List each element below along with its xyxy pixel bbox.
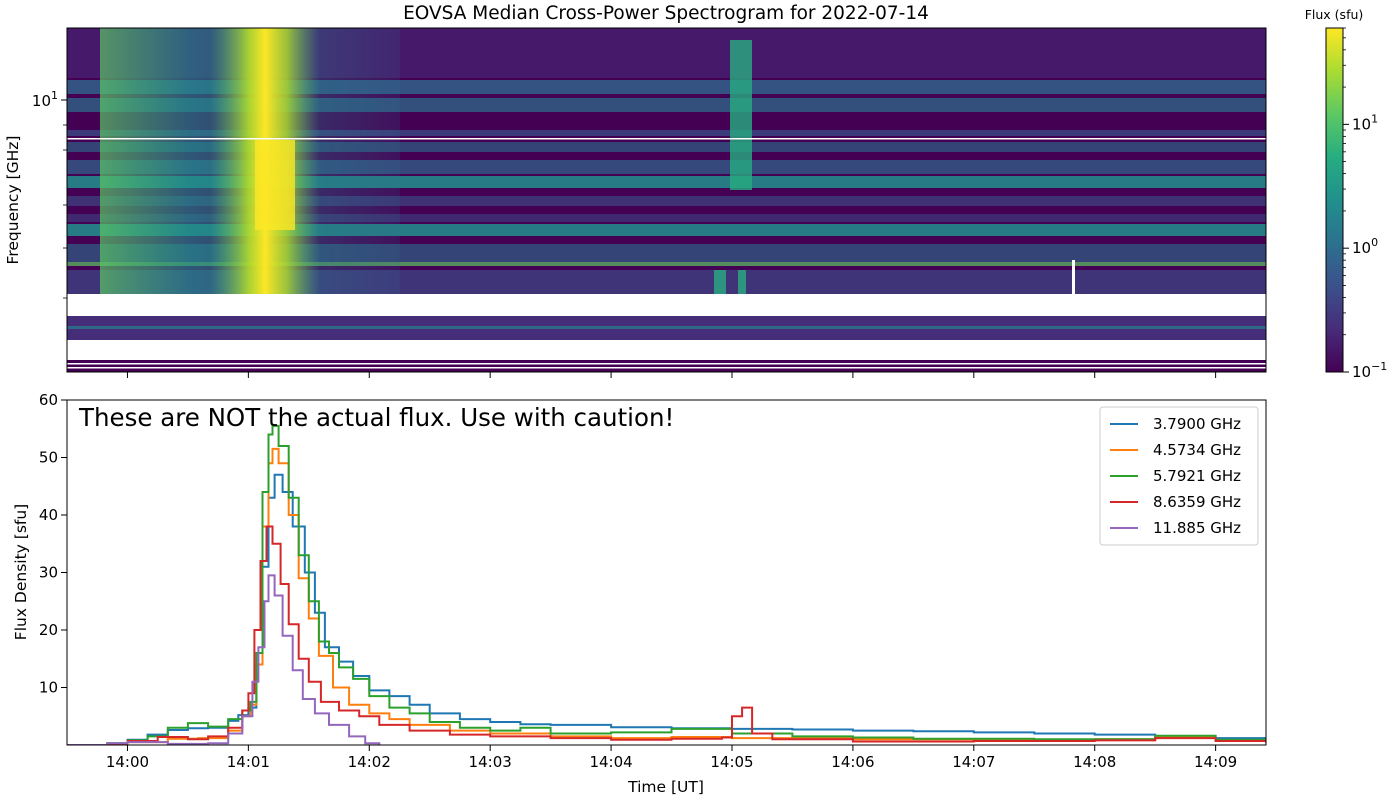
series-lines [67,424,1266,745]
frequency-gap [67,340,1266,360]
emission-band [67,130,1266,136]
legend-label: 5.7921 GHz [1153,467,1241,485]
y-tick-label: 101 [32,89,58,110]
y-tick-label: 40 [39,506,58,524]
secondary-burst-low [714,270,726,294]
x-axis-ticks: 14:00 14:01 14:02 14:03 14:04 14:05 14:06 14:07… [106,745,1237,771]
gap-line [67,138,1266,140]
x-tick-label: 14:02 [348,753,391,771]
emission-band [67,142,1266,152]
colorbar-tick-label: 10−1 [1352,360,1387,381]
spectrogram-x-ticks [126,372,1217,378]
spectrogram-frame [66,27,1267,373]
gap-line [1072,260,1075,294]
plot-area [67,400,1266,745]
legend-label: 11.885 GHz [1153,519,1241,537]
y-tick-label: 20 [39,621,58,639]
x-tick-label: 14:04 [589,753,632,771]
legend-box [1099,406,1259,546]
legend-label: 4.5734 GHz [1153,441,1241,459]
y-tick-label: 50 [39,449,58,467]
spectrogram-heatmap [67,28,1266,372]
legend-label: 3.7900 GHz [1153,415,1241,433]
legend-label: 8.6359 GHz [1153,493,1241,511]
colorbar-gradient [1325,27,1344,373]
series-line-3 [67,424,1266,745]
secondary-burst [730,40,752,190]
y-tick-label: 30 [39,564,58,582]
emission-band [67,214,1266,222]
y-tick-label: 10 [39,679,58,697]
colorbar-ticks: 101 100 10−1 [1343,27,1387,381]
x-tick-label: 14:07 [952,753,995,771]
colorbar-tick-label: 101 [1352,112,1378,133]
x-tick-label: 14:03 [469,753,512,771]
emission-band [67,196,1266,206]
x-axis-label: Time [UT] [627,778,704,796]
spectrogram-panel: 101 Frequency [GHz] [4,27,1267,378]
secondary-burst-low [738,270,746,294]
legend-items: 3.7900 GHz 4.5734 GHz 5.7921 GHz 8.6359 GHz… [1110,415,1241,537]
series-line-5 [67,574,381,745]
spectrogram-y-label: Frequency [GHz] [4,136,22,265]
colorbar-tick-label: 100 [1352,236,1378,257]
emission-band [67,262,1266,266]
gap-line [67,363,1266,365]
x-tick-label: 14:01 [227,753,270,771]
y-axis-label: Flux Density [sfu] [12,504,30,640]
legend: 3.7900 GHz 4.5734 GHz 5.7921 GHz 8.6359 GHz… [1099,406,1259,546]
x-tick-label: 14:00 [106,753,149,771]
gap-line [67,367,1266,369]
x-tick-label: 14:05 [710,753,753,771]
y-tick-label: 60 [39,391,58,409]
colorbar: Flux (sfu) 101 100 10−1 [1305,7,1388,381]
x-tick-label: 14:08 [1073,753,1116,771]
x-tick-label: 14:06 [831,753,874,771]
y-axis-ticks: 10 20 30 40 50 60 [39,391,67,697]
caution-annotation: These are NOT the actual flux. Use with … [78,403,674,432]
series-line-4 [67,525,1266,745]
colorbar-label: Flux (sfu) [1305,7,1364,22]
lower-band [67,360,1266,372]
chart-title: EOVSA Median Cross-Power Spectrogram for… [403,3,929,24]
burst-core [255,140,295,230]
x-tick-label: 14:09 [1194,753,1237,771]
lower-band-line [67,326,1266,329]
frequency-gap [67,294,1266,316]
